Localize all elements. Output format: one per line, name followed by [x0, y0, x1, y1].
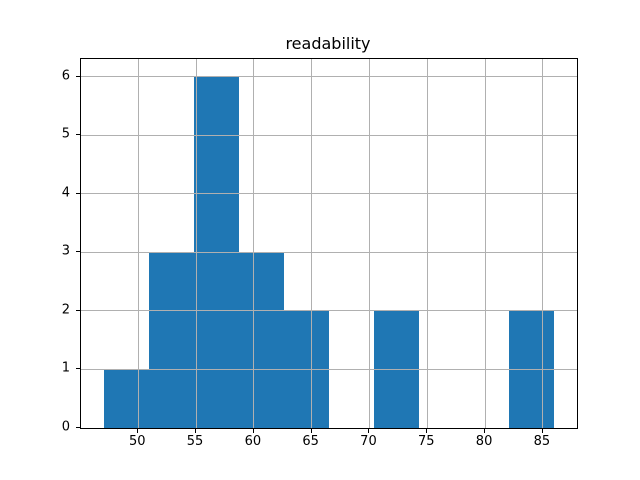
- histogram-bar: [103, 369, 149, 428]
- y-tick-mark: [76, 309, 80, 311]
- x-tick-label: 85: [533, 434, 551, 449]
- histogram-bar: [148, 252, 194, 428]
- histogram-bar: [238, 252, 284, 428]
- x-tick-mark: [484, 429, 486, 433]
- y-gridline: [81, 368, 577, 370]
- plot-area: [80, 58, 578, 429]
- x-tick-label: 75: [417, 434, 435, 449]
- y-tick-mark: [76, 368, 80, 370]
- y-gridline: [81, 193, 577, 195]
- x-tick-label: 65: [302, 434, 319, 449]
- x-tick-mark: [195, 429, 197, 433]
- x-gridline: [311, 59, 313, 428]
- x-tick-label: 60: [244, 434, 262, 449]
- x-gridline: [426, 59, 428, 428]
- x-tick-label: 55: [186, 434, 204, 449]
- x-gridline: [368, 59, 370, 428]
- y-tick-label: 2: [61, 302, 70, 318]
- x-gridline: [195, 59, 197, 428]
- x-tick-mark: [368, 429, 370, 433]
- y-tick-label: 6: [61, 68, 70, 84]
- y-tick-label: 0: [61, 419, 70, 435]
- x-gridline: [137, 59, 139, 428]
- y-gridline: [81, 134, 577, 136]
- x-tick-mark: [252, 429, 254, 433]
- y-gridline: [81, 310, 577, 312]
- y-tick-mark: [76, 75, 80, 77]
- grid-layer: [81, 59, 577, 428]
- y-tick-label: 1: [61, 360, 70, 376]
- x-gridline: [253, 59, 255, 428]
- x-tick-label: 80: [475, 434, 493, 449]
- x-tick-mark: [137, 429, 139, 433]
- y-gridline: [81, 76, 577, 78]
- x-tick-mark: [310, 429, 312, 433]
- x-gridline: [542, 59, 544, 428]
- x-tick-mark: [541, 429, 543, 433]
- y-tick-label: 5: [61, 126, 70, 142]
- y-tick-mark: [76, 192, 80, 194]
- x-tick-mark: [426, 429, 428, 433]
- y-gridline: [81, 251, 577, 253]
- y-tick-mark: [76, 134, 80, 136]
- y-tick-label: 3: [61, 243, 70, 259]
- chart-title: readability: [285, 34, 371, 53]
- x-tick-label: 70: [360, 434, 377, 449]
- y-tick-mark: [76, 427, 80, 428]
- y-tick-label: 4: [61, 185, 70, 201]
- x-tick-label: 50: [128, 434, 146, 449]
- x-gridline: [484, 59, 486, 428]
- y-tick-mark: [76, 251, 80, 253]
